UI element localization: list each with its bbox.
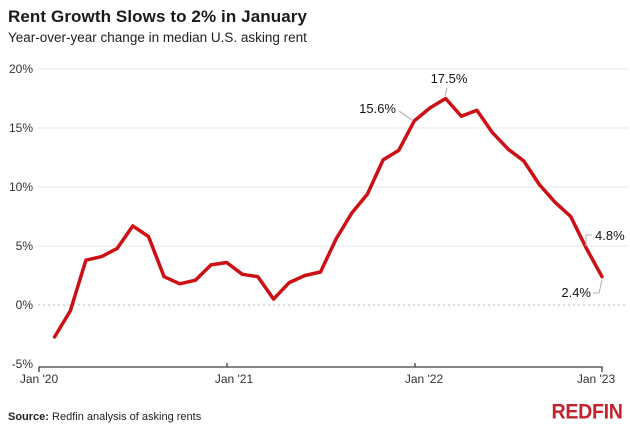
rent-growth-line [52,96,604,339]
leader-17-5 [444,87,448,97]
x-tick-jan20: Jan '20 [20,372,59,386]
annotation-17-5: 17.5% [431,71,468,86]
x-axis [38,363,603,372]
page-subtitle: Year-over-year change in median U.S. ask… [8,30,307,46]
source-line: Source: Redfin analysis of asking rents [8,411,201,423]
y-tick-0: 0% [16,298,34,312]
gridlines [38,68,628,306]
x-tick-jan23: Jan '23 [577,372,616,386]
x-tick-jan21: Jan '21 [215,372,254,386]
source-label: Source: [8,411,49,423]
rent-growth-chart: 20% 15% 10% 5% 0% -5% Jan '20 Jan '21 Ja… [9,62,628,386]
y-tick-neg5: -5% [12,357,34,371]
x-tick-jan22: Jan '22 [405,372,444,386]
source-text: Redfin analysis of asking rents [48,411,202,423]
y-tick-15: 15% [9,121,33,135]
y-tick-10: 10% [9,180,33,194]
y-axis-labels: 20% 15% 10% 5% 0% -5% [9,62,33,371]
y-tick-20: 20% [9,62,33,76]
leader-15-6 [398,110,413,121]
y-tick-5: 5% [16,239,34,253]
chart-header: Rent Growth Slows to 2% in January Year-… [8,6,622,46]
annotation-leaders [398,87,603,294]
leader-4-8 [585,234,592,246]
annotation-15-6: 15.6% [359,101,396,116]
x-axis-labels: Jan '20 Jan '21 Jan '22 Jan '23 [20,372,616,386]
redfin-logo: REDFIN [551,400,623,424]
annotation-4-8: 4.8% [595,228,625,243]
leader-2-4 [593,279,603,294]
annotation-labels: 15.6% 17.5% 4.8% 2.4% [358,70,627,302]
annotation-2-4: 2.4% [561,285,591,300]
page-title: Rent Growth Slows to 2% in January [8,7,308,26]
